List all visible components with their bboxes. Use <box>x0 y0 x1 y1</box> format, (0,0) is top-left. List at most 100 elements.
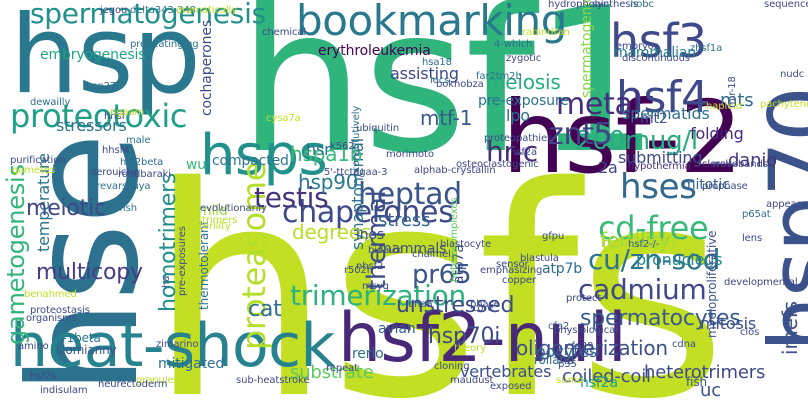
word-stressors: stressors <box>56 116 127 135</box>
word-bokhobza: bokhobza <box>436 79 484 90</box>
word-submitting: submitting <box>618 148 703 167</box>
word-pre-exposure: pre-exposure <box>478 93 569 109</box>
word-preheatinging: preheatinging <box>130 39 199 50</box>
word-il-1beta: il-1beta <box>56 331 101 345</box>
word-chalmel: chalmel <box>412 249 451 260</box>
word-theory: theory <box>454 343 486 354</box>
word-k562: k562 <box>330 141 355 152</box>
word-repeat: repeat <box>326 363 358 374</box>
word-neurectoderm: neurectoderm <box>98 379 168 390</box>
word-hsp27: hsp27 <box>86 81 117 92</box>
word-dewailly: dewailly <box>30 97 71 108</box>
word-hsps: hsps <box>200 123 328 188</box>
word-sequences: sequences <box>764 0 808 10</box>
word-mts: mts <box>720 90 754 111</box>
word-cochaperones: cochaperones <box>199 19 215 116</box>
word-gametes: gametes <box>12 165 55 176</box>
word-thermotolerant: thermotolerant <box>197 220 211 310</box>
word-hsp70i: hsp70i <box>428 324 501 349</box>
word-danio: danio <box>728 150 777 171</box>
word-hspa1b: hspa1b <box>290 142 363 166</box>
word-atp7b: atp7b <box>542 261 583 277</box>
word-mitigated: mitigated <box>158 356 225 372</box>
word-meiosis: meiosis <box>486 70 561 94</box>
word-mammalian: mammalian <box>614 45 697 61</box>
word-assisting: assisting <box>390 64 459 83</box>
word-heptad: heptad <box>358 177 462 212</box>
word-spermatocytes: spermatocytes <box>580 306 741 331</box>
word-pachytene: pachytene <box>760 99 808 110</box>
word-core: core <box>472 303 494 314</box>
word-mammals: mammals <box>378 241 447 257</box>
word-pre-exposures: pre-exposures <box>177 226 188 296</box>
word-myeloproliferative: myeloproliferative <box>705 230 719 338</box>
word-morimoto: morimoto <box>386 149 434 160</box>
word-ngaam: ngaam <box>110 107 145 118</box>
word-proteotoxic: proteotoxic <box>10 97 188 135</box>
word-zygotic: zygotic <box>506 53 542 64</box>
word-blastocyte: blastocyte <box>440 239 491 250</box>
word-amino: amino <box>18 341 49 352</box>
word-clos: clos <box>740 327 760 338</box>
word-multicopy: multicopy <box>36 260 143 285</box>
word-threshold: threshold <box>602 234 676 253</box>
word-bidaux: bidaux <box>368 245 402 256</box>
word-hsf2a: hsf2a <box>580 375 618 391</box>
word-purification: purification <box>10 155 66 166</box>
word-wavebands: wavebands <box>712 159 768 170</box>
word-phase: phase <box>470 299 500 310</box>
word-cdna: cdna <box>672 339 696 350</box>
word-gametogenesis: gametogenesis <box>2 164 30 345</box>
word-inos: inos <box>356 227 385 243</box>
word-lpo: lpo <box>506 106 530 125</box>
word-mir-18: mir-18 <box>727 76 738 108</box>
word-hsp: hsp <box>10 0 201 118</box>
word-sumo: sumo <box>556 375 584 386</box>
word-sensor: sensor <box>496 259 529 270</box>
word-vertebrates: vertebrates <box>460 362 552 381</box>
word-hsf3: hsf3 <box>610 14 707 68</box>
word-cloning: cloning <box>434 361 470 372</box>
word-mitotic: mitotic <box>682 177 730 193</box>
word-pr65: pr65 <box>412 260 472 290</box>
word-oocytes: oocytes <box>536 342 598 361</box>
word-testis: testis <box>254 181 329 214</box>
word-hsf2-null: hsf2-null <box>338 299 627 378</box>
word-slomianny: slomianny <box>56 343 117 357</box>
word-200mug-l: 200mug/l <box>576 126 698 156</box>
word-r502h: r502h <box>344 265 374 276</box>
word-hhsf: hhsf <box>104 111 126 122</box>
word-hsf-2: hsf-2 <box>502 79 743 196</box>
word-rabindran: rabindran <box>522 27 570 38</box>
word-meiotic: meiotic <box>26 196 106 221</box>
word-zimarino: zimarino <box>156 339 199 350</box>
word-wu: wu <box>186 157 207 173</box>
word-developmental: developmental <box>724 277 798 288</box>
word-cysa7a: cysa7a <box>266 113 301 124</box>
word-mild: mild <box>198 203 228 219</box>
word-cfa2: cfa2 <box>548 321 570 332</box>
word-hsf2beta: hsf2beta <box>120 157 164 168</box>
word-exposed: exposed <box>490 381 532 392</box>
word-gfpu: gfpu <box>542 231 565 242</box>
word-ha: ha <box>161 275 172 288</box>
word-hsf2: hsf2-/- <box>628 239 660 250</box>
word-2a: 2a <box>598 158 618 177</box>
word-hsr: hsr <box>306 140 331 159</box>
word-fish: fish <box>686 375 707 389</box>
word-sub-heatstroke: sub-heatstroke <box>236 375 310 386</box>
word-ubiquitin: ubiquitin <box>356 123 400 134</box>
word-hsa18: hsa18 <box>422 57 452 68</box>
word-hsf2s: hsf2s <box>30 371 57 382</box>
word-mtf-1: mtf-1 <box>420 106 473 130</box>
word-nudc: nudc <box>780 69 805 80</box>
word-proteopathies: proteopathies <box>484 133 553 144</box>
word-hydrophobic: hydrophobic <box>548 0 609 10</box>
word-p35: p35 <box>558 359 577 370</box>
word-spermatids: spermatids <box>622 104 710 123</box>
word-hsfs: hsfs <box>148 126 727 404</box>
word-alphab-crystallin: alphab-crystallin <box>414 165 496 176</box>
word-heat-shock: heat-shock <box>10 311 335 381</box>
word-prophase: prophase <box>702 181 748 192</box>
